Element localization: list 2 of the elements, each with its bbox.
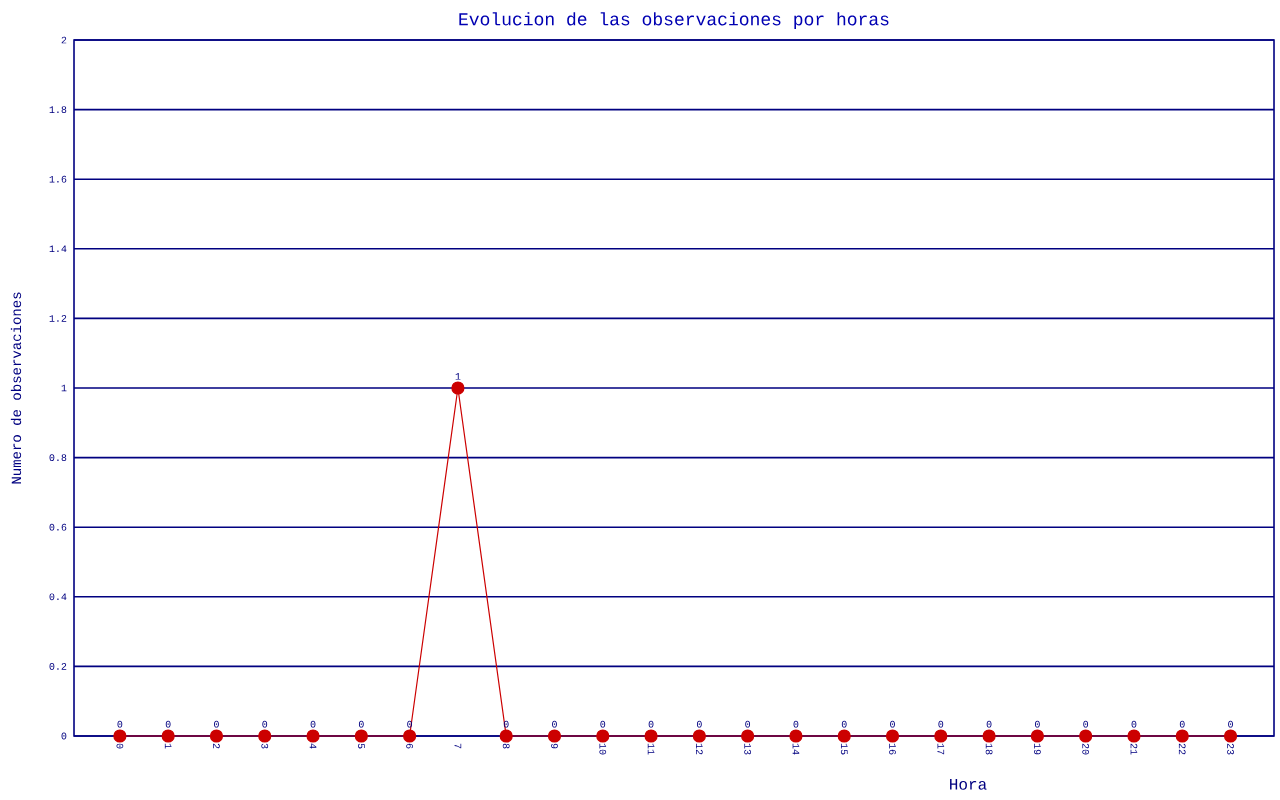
chart-title: Evolucion de las observaciones por horas [459, 12, 889, 29]
x-axis-title: Hora [950, 779, 987, 790]
